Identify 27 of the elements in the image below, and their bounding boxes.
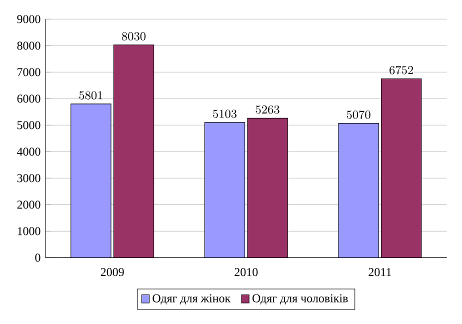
y-tick-label: 5000	[17, 121, 40, 130]
bar	[204, 122, 245, 258]
x-tick-label: 2009	[100, 268, 124, 276]
y-tick-label: 9000	[17, 15, 40, 24]
data-label: 5103	[213, 110, 237, 118]
data-label: 8030	[122, 32, 146, 40]
y-tick-label: 7000	[18, 68, 40, 76]
bar	[381, 78, 422, 258]
bar	[247, 118, 288, 258]
legend-label: Одяг для чоловіків	[252, 294, 348, 305]
y-tick-label: 8000	[17, 42, 40, 50]
y-tick-label: 0	[35, 254, 40, 262]
x-tick-label: 2010	[234, 268, 258, 276]
data-label: 6752	[390, 66, 414, 74]
bar	[70, 104, 112, 258]
bar	[114, 44, 154, 258]
y-tick-label: 6000	[17, 94, 40, 103]
bar	[338, 123, 379, 258]
y-tick-label: 4000	[17, 148, 40, 156]
data-label: 5070	[346, 110, 370, 119]
y-tick-label: 2000	[17, 200, 40, 209]
y-tick-label: 1000	[18, 227, 40, 236]
legend-label: Одяг для жінок	[152, 294, 231, 305]
data-label: 5801	[79, 91, 102, 100]
data-label: 5263	[256, 106, 280, 114]
x-tick-label: 2011	[368, 268, 391, 276]
y-tick-label: 3000	[17, 174, 40, 182]
